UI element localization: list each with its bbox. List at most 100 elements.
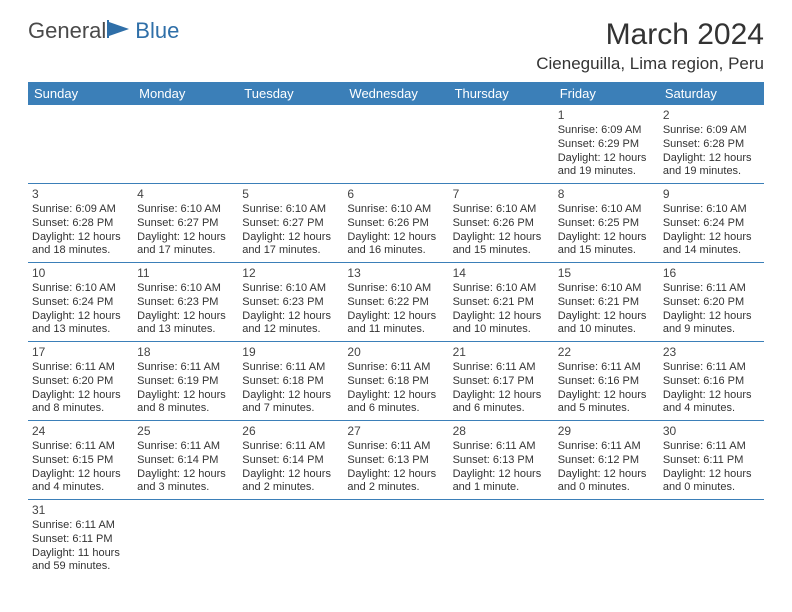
dow-header: Wednesday (343, 82, 448, 105)
daylight-text: Daylight: 12 hours and 2 minutes. (347, 468, 444, 496)
sunrise-text: Sunrise: 6:10 AM (347, 203, 444, 217)
day-number: 1 (558, 108, 655, 123)
sunset-text: Sunset: 6:15 PM (32, 454, 129, 468)
calendar-day-cell: 11Sunrise: 6:10 AMSunset: 6:23 PMDayligh… (133, 263, 238, 342)
calendar-week-row: 17Sunrise: 6:11 AMSunset: 6:20 PMDayligh… (28, 342, 764, 421)
sunset-text: Sunset: 6:23 PM (137, 296, 234, 310)
calendar-empty-cell (28, 105, 133, 184)
sunrise-text: Sunrise: 6:10 AM (242, 203, 339, 217)
sunset-text: Sunset: 6:27 PM (137, 217, 234, 231)
daylight-text: Daylight: 12 hours and 0 minutes. (558, 468, 655, 496)
day-number: 28 (453, 424, 550, 439)
calendar-day-cell: 14Sunrise: 6:10 AMSunset: 6:21 PMDayligh… (449, 263, 554, 342)
calendar-day-cell: 30Sunrise: 6:11 AMSunset: 6:11 PMDayligh… (659, 421, 764, 500)
sunrise-text: Sunrise: 6:11 AM (663, 440, 760, 454)
sunset-text: Sunset: 6:26 PM (347, 217, 444, 231)
calendar-empty-cell (238, 105, 343, 184)
daylight-text: Daylight: 12 hours and 2 minutes. (242, 468, 339, 496)
daylight-text: Daylight: 12 hours and 17 minutes. (242, 231, 339, 259)
sunrise-text: Sunrise: 6:11 AM (663, 361, 760, 375)
daylight-text: Daylight: 12 hours and 0 minutes. (663, 468, 760, 496)
sunrise-text: Sunrise: 6:10 AM (32, 282, 129, 296)
day-number: 19 (242, 345, 339, 360)
sunset-text: Sunset: 6:12 PM (558, 454, 655, 468)
logo-text-blue: Blue (135, 18, 179, 44)
calendar-day-cell: 8Sunrise: 6:10 AMSunset: 6:25 PMDaylight… (554, 184, 659, 263)
daylight-text: Daylight: 12 hours and 15 minutes. (453, 231, 550, 259)
day-number: 13 (347, 266, 444, 281)
header: General Blue March 2024 Cieneguilla, Lim… (28, 18, 764, 74)
day-number: 8 (558, 187, 655, 202)
day-number: 30 (663, 424, 760, 439)
daylight-text: Daylight: 11 hours and 59 minutes. (32, 547, 129, 575)
sunrise-text: Sunrise: 6:11 AM (242, 440, 339, 454)
calendar-day-cell: 31Sunrise: 6:11 AMSunset: 6:11 PMDayligh… (28, 500, 133, 579)
calendar-day-cell: 29Sunrise: 6:11 AMSunset: 6:12 PMDayligh… (554, 421, 659, 500)
calendar-day-cell: 27Sunrise: 6:11 AMSunset: 6:13 PMDayligh… (343, 421, 448, 500)
daylight-text: Daylight: 12 hours and 9 minutes. (663, 310, 760, 338)
sunrise-text: Sunrise: 6:11 AM (347, 361, 444, 375)
dow-header: Thursday (449, 82, 554, 105)
calendar-day-cell: 21Sunrise: 6:11 AMSunset: 6:17 PMDayligh… (449, 342, 554, 421)
calendar-day-cell: 28Sunrise: 6:11 AMSunset: 6:13 PMDayligh… (449, 421, 554, 500)
calendar-day-cell: 10Sunrise: 6:10 AMSunset: 6:24 PMDayligh… (28, 263, 133, 342)
calendar-empty-cell (449, 500, 554, 579)
sunrise-text: Sunrise: 6:10 AM (663, 203, 760, 217)
sunset-text: Sunset: 6:29 PM (558, 138, 655, 152)
daylight-text: Daylight: 12 hours and 16 minutes. (347, 231, 444, 259)
calendar-empty-cell (343, 500, 448, 579)
sunrise-text: Sunrise: 6:10 AM (137, 282, 234, 296)
dow-header: Monday (133, 82, 238, 105)
day-number: 22 (558, 345, 655, 360)
day-number: 27 (347, 424, 444, 439)
sunset-text: Sunset: 6:19 PM (137, 375, 234, 389)
dow-header: Sunday (28, 82, 133, 105)
sunset-text: Sunset: 6:27 PM (242, 217, 339, 231)
sunrise-text: Sunrise: 6:11 AM (558, 361, 655, 375)
calendar-day-cell: 7Sunrise: 6:10 AMSunset: 6:26 PMDaylight… (449, 184, 554, 263)
calendar-empty-cell (449, 105, 554, 184)
calendar-day-cell: 5Sunrise: 6:10 AMSunset: 6:27 PMDaylight… (238, 184, 343, 263)
daylight-text: Daylight: 12 hours and 15 minutes. (558, 231, 655, 259)
day-number: 18 (137, 345, 234, 360)
sunset-text: Sunset: 6:21 PM (453, 296, 550, 310)
day-number: 21 (453, 345, 550, 360)
calendar-day-cell: 9Sunrise: 6:10 AMSunset: 6:24 PMDaylight… (659, 184, 764, 263)
calendar-empty-cell (343, 105, 448, 184)
sunrise-text: Sunrise: 6:11 AM (242, 361, 339, 375)
location-subtitle: Cieneguilla, Lima region, Peru (536, 54, 764, 74)
sunrise-text: Sunrise: 6:11 AM (137, 440, 234, 454)
sunrise-text: Sunrise: 6:10 AM (558, 282, 655, 296)
dow-header: Friday (554, 82, 659, 105)
sunset-text: Sunset: 6:13 PM (347, 454, 444, 468)
calendar-week-row: 3Sunrise: 6:09 AMSunset: 6:28 PMDaylight… (28, 184, 764, 263)
calendar-week-row: 24Sunrise: 6:11 AMSunset: 6:15 PMDayligh… (28, 421, 764, 500)
day-number: 3 (32, 187, 129, 202)
sunrise-text: Sunrise: 6:09 AM (663, 124, 760, 138)
sunset-text: Sunset: 6:17 PM (453, 375, 550, 389)
sunset-text: Sunset: 6:20 PM (663, 296, 760, 310)
calendar-day-cell: 26Sunrise: 6:11 AMSunset: 6:14 PMDayligh… (238, 421, 343, 500)
daylight-text: Daylight: 12 hours and 6 minutes. (453, 389, 550, 417)
sunset-text: Sunset: 6:14 PM (242, 454, 339, 468)
calendar-week-row: 31Sunrise: 6:11 AMSunset: 6:11 PMDayligh… (28, 500, 764, 579)
flag-icon (107, 20, 133, 43)
sunset-text: Sunset: 6:18 PM (347, 375, 444, 389)
sunset-text: Sunset: 6:28 PM (32, 217, 129, 231)
day-number: 7 (453, 187, 550, 202)
sunrise-text: Sunrise: 6:11 AM (32, 361, 129, 375)
day-number: 14 (453, 266, 550, 281)
daylight-text: Daylight: 12 hours and 3 minutes. (137, 468, 234, 496)
dow-header: Saturday (659, 82, 764, 105)
sunrise-text: Sunrise: 6:11 AM (663, 282, 760, 296)
day-number: 12 (242, 266, 339, 281)
sunrise-text: Sunrise: 6:11 AM (453, 361, 550, 375)
sunrise-text: Sunrise: 6:10 AM (453, 282, 550, 296)
sunset-text: Sunset: 6:26 PM (453, 217, 550, 231)
calendar-empty-cell (238, 500, 343, 579)
logo-text-general: General (28, 18, 106, 44)
daylight-text: Daylight: 12 hours and 19 minutes. (558, 152, 655, 180)
calendar-empty-cell (659, 500, 764, 579)
sunset-text: Sunset: 6:22 PM (347, 296, 444, 310)
day-number: 16 (663, 266, 760, 281)
